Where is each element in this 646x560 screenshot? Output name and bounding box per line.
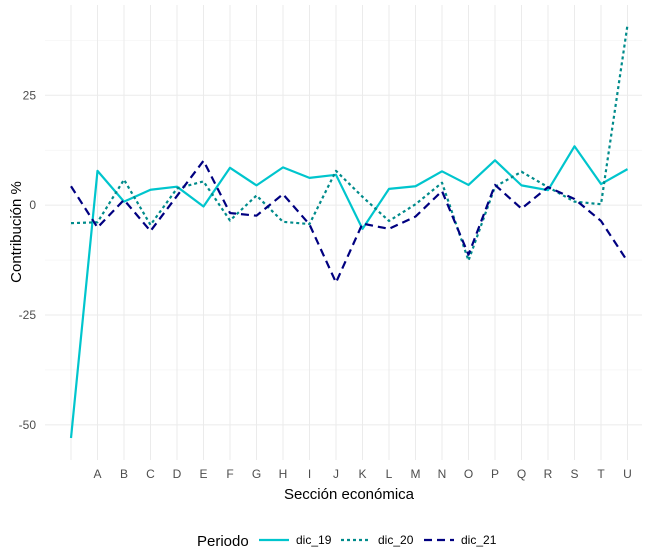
x-tick-label: O — [464, 467, 473, 481]
x-tick-label: Q — [517, 467, 526, 481]
x-tick-label: N — [438, 467, 447, 481]
x-tick-label: B — [120, 467, 128, 481]
x-tick-label: I — [308, 467, 311, 481]
x-tick-label: A — [93, 467, 101, 481]
y-tick-label: -50 — [19, 418, 37, 432]
y-tick-label: 25 — [23, 88, 37, 102]
series-line-dic_20 — [70, 24, 629, 262]
y-axis-title: Contribución % — [8, 181, 25, 283]
legend-label-dic_20: dic_20 — [378, 533, 414, 547]
x-tick-label: L — [386, 467, 393, 481]
x-tick-label: G — [252, 467, 261, 481]
x-tick-label: E — [199, 467, 207, 481]
x-tick-label: T — [597, 467, 605, 481]
y-tick-label: -25 — [19, 308, 37, 322]
x-tick-label: M — [411, 467, 421, 481]
legend-label-dic_19: dic_19 — [296, 533, 332, 547]
y-tick-label: 0 — [29, 198, 36, 212]
x-axis-title: Sección económica — [284, 486, 415, 503]
x-tick-label: S — [570, 467, 578, 481]
x-tick-label: U — [623, 467, 632, 481]
x-tick-label: P — [491, 467, 499, 481]
x-tick-label: D — [173, 467, 182, 481]
x-tick-label: R — [544, 467, 553, 481]
y-axis-ticks: -50 -25 0 25 — [19, 88, 37, 432]
legend: Periodo dic_19 dic_20 dic_21 — [197, 533, 497, 550]
series-lines — [69, 24, 629, 439]
series-line-dic_19 — [69, 145, 629, 439]
series-line-dic_21 — [70, 159, 629, 284]
x-tick-label: K — [358, 467, 366, 481]
grid-lines — [45, 5, 642, 460]
x-tick-label: F — [226, 467, 233, 481]
x-tick-label: J — [333, 467, 339, 481]
x-tick-label: C — [146, 467, 155, 481]
x-tick-label: H — [279, 467, 288, 481]
legend-items: dic_19 dic_20 dic_21 — [259, 533, 497, 547]
legend-label-dic_21: dic_21 — [461, 533, 497, 547]
x-axis-ticks: A B C D E F G H I J K L M N O P Q R S T U — [93, 467, 631, 481]
legend-title: Periodo — [197, 533, 249, 550]
